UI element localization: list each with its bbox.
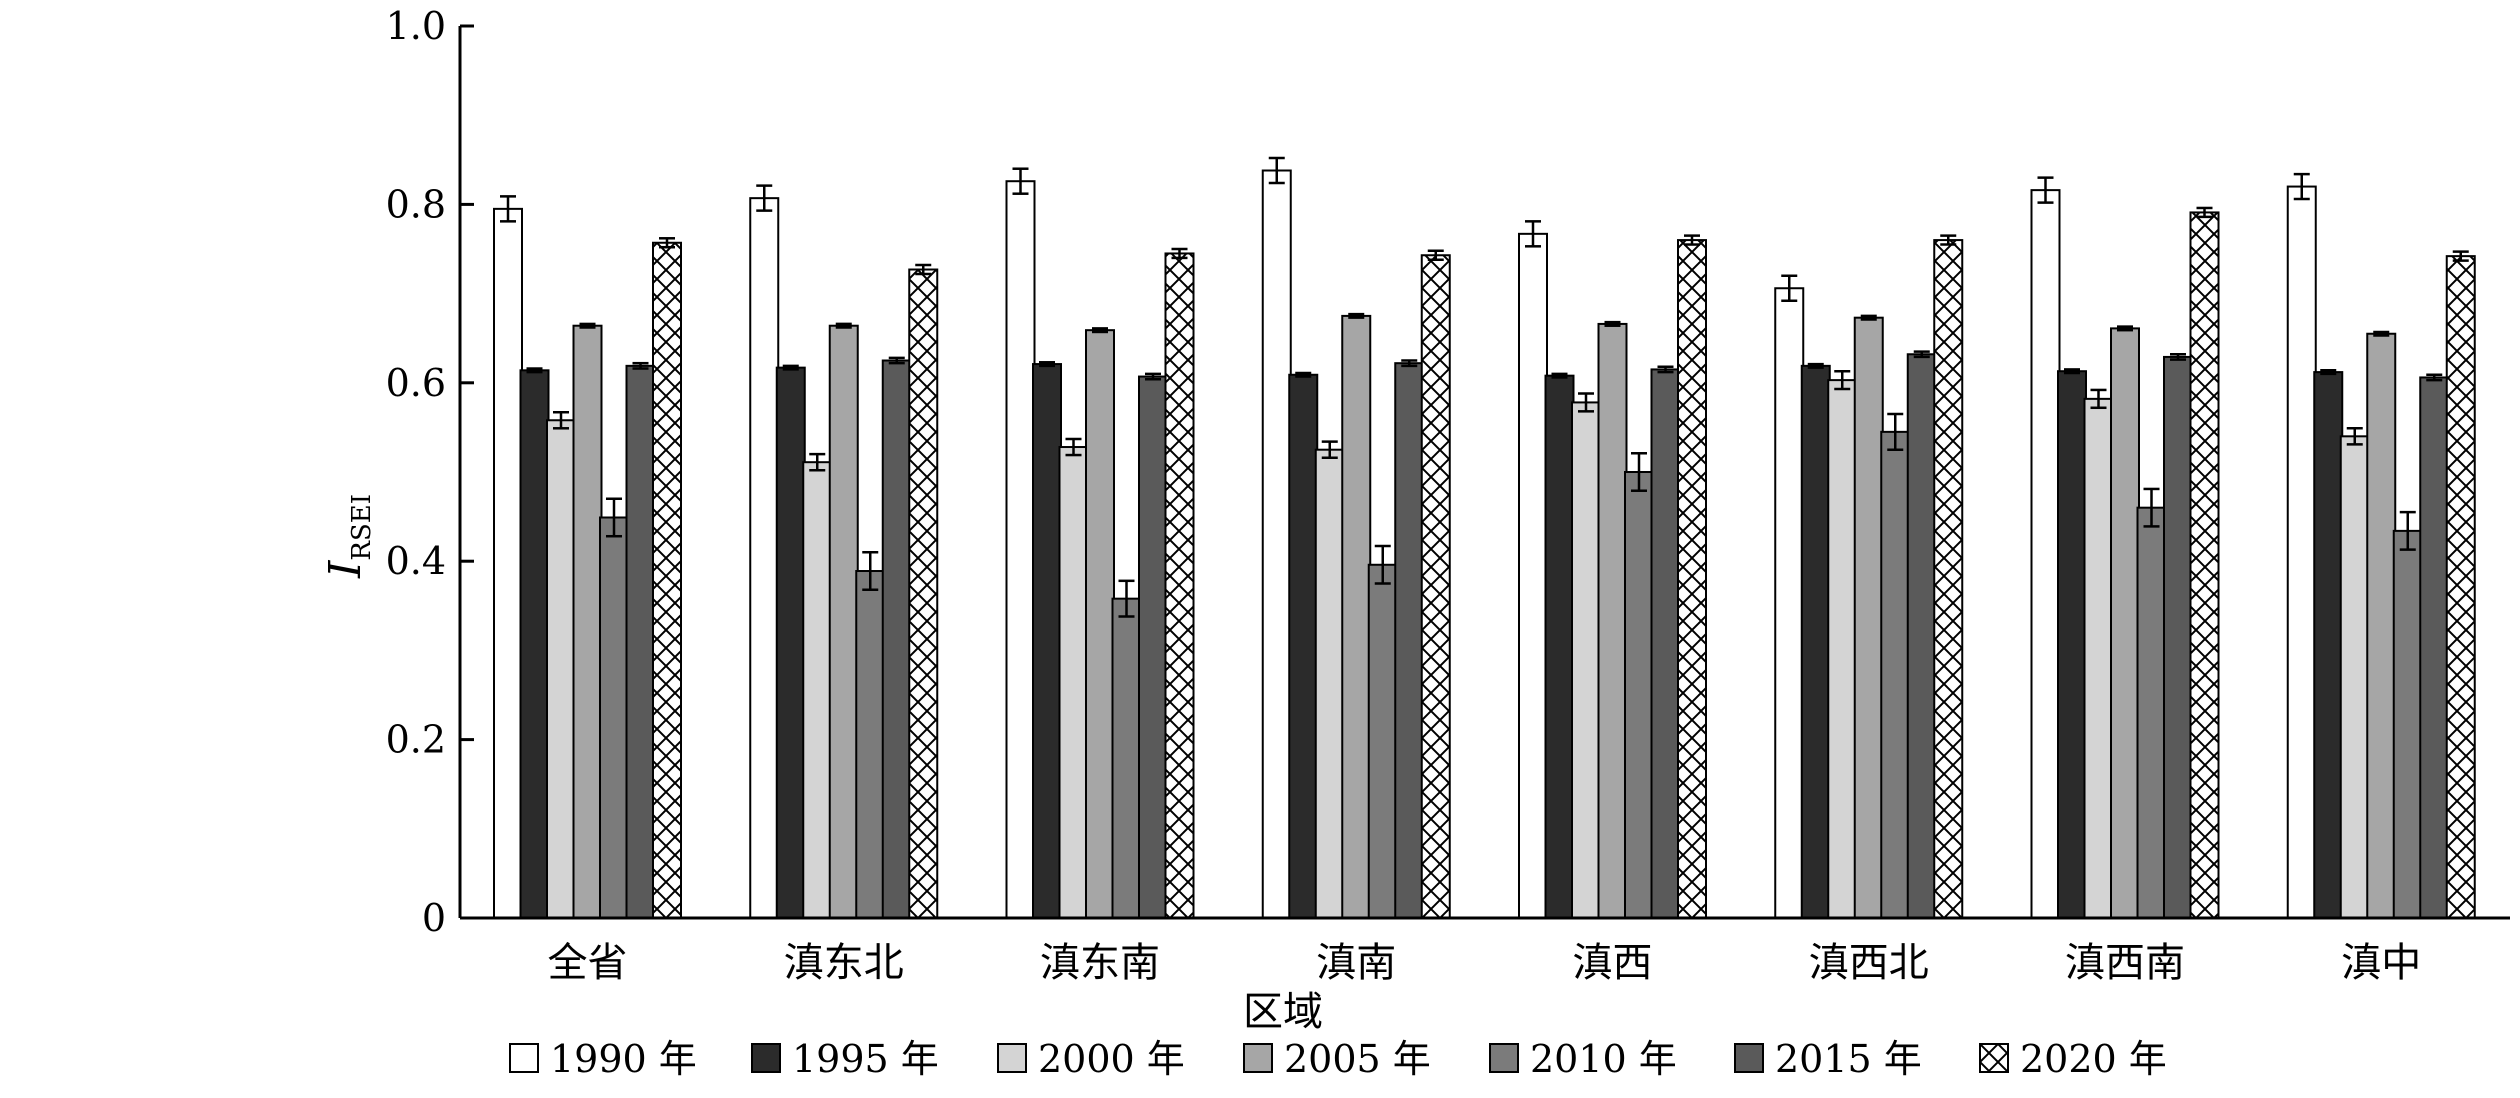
y-tick-label: 0.8 (386, 182, 446, 226)
bar (2286, 185, 2317, 919)
bar (1774, 287, 1805, 919)
x-category-label: 滇东南 (1040, 940, 1160, 986)
bar (1394, 362, 1425, 919)
legend-label: 1990 年 (550, 1037, 697, 1081)
legend-label: 2015 年 (1775, 1037, 1922, 1081)
legend-label: 2020 年 (2020, 1037, 2167, 1081)
bar (546, 419, 576, 919)
bars-group (493, 169, 2476, 920)
legend-swatch (751, 1043, 781, 1073)
bar (1032, 363, 1062, 919)
bar (1518, 232, 1548, 919)
bar (2110, 327, 2140, 919)
x-category-label: 全省 (548, 940, 628, 986)
y-tick-label: 0.2 (386, 718, 446, 762)
error-bars-group (500, 156, 2469, 618)
bar (1827, 379, 1858, 919)
bar (1314, 448, 1345, 919)
legend-swatch (1243, 1043, 1273, 1073)
legend-swatch (1734, 1043, 1764, 1073)
bar (1367, 563, 1398, 919)
bar (1138, 375, 1168, 919)
legend-swatch (509, 1043, 539, 1073)
bar (908, 268, 939, 919)
legend-label: 2010 年 (1530, 1037, 1677, 1081)
bar (2057, 370, 2087, 920)
bar (2083, 397, 2114, 919)
bar (1800, 364, 1831, 919)
bar (519, 369, 550, 919)
x-category-label: 滇西南 (2065, 940, 2185, 986)
bar (625, 364, 656, 919)
bar (2392, 529, 2423, 919)
bar (652, 241, 682, 920)
bar (1906, 353, 1937, 920)
bar (828, 324, 859, 920)
bar (802, 461, 833, 919)
y-tick-label: 1.0 (386, 4, 446, 48)
y-ticks-group: 0 0.2 0.4 0.6 0.8 1.0 (386, 4, 474, 940)
bar (1085, 329, 1115, 919)
x-category-label: 滇东北 (784, 940, 904, 986)
bar (493, 207, 523, 920)
bar (2163, 355, 2193, 919)
x-axis-title: 区域 (1243, 989, 1323, 1035)
bar (775, 366, 806, 919)
bar (2366, 332, 2397, 919)
bar (1650, 368, 1681, 920)
bar (2136, 506, 2167, 919)
bar (1111, 597, 1142, 919)
bar (749, 197, 780, 919)
bar (855, 570, 886, 920)
x-category-label: 滇南 (1316, 940, 1396, 986)
bar (1544, 374, 1575, 919)
y-tick-label: 0.6 (386, 361, 446, 405)
y-axis-title: IRSEI (320, 494, 377, 579)
bar (1005, 180, 1036, 919)
bar (2030, 189, 2061, 920)
bar (572, 324, 603, 920)
legend-swatch (1489, 1043, 1519, 1073)
legend-swatch (997, 1043, 1027, 1073)
bar (1420, 254, 1451, 919)
bar (1597, 322, 1628, 920)
y-axis-title-main: I (320, 559, 371, 579)
bar (1933, 239, 1964, 919)
bar (1164, 252, 1195, 919)
bar (1058, 446, 1089, 919)
bar (1288, 373, 1319, 920)
bar (1677, 239, 1707, 919)
bar (1880, 430, 1911, 919)
bar (2189, 211, 2220, 920)
y-tick-label: 0 (422, 896, 446, 940)
y-axis-title-subscript: RSEI (347, 494, 377, 561)
bar (881, 359, 912, 919)
bar (1624, 471, 1654, 919)
legend-label: 1995 年 (792, 1037, 939, 1081)
x-category-label: 滇西北 (1809, 940, 1929, 986)
x-category-labels: 全省 滇东北 滇东南 滇南 滇西 滇西北 滇西南 滇中 (548, 940, 2422, 986)
bar (1261, 169, 1292, 919)
bar (1571, 401, 1601, 919)
legend: 1990 年 1995 年 2000 年 2005 年 2010 年 2015 年 2020… (509, 1037, 2167, 1081)
x-category-label: 滇西 (1573, 940, 1653, 986)
x-category-label: 滇中 (2341, 940, 2421, 986)
legend-label: 2000 年 (1038, 1037, 1185, 1081)
legend-label: 2005 年 (1284, 1037, 1431, 1081)
y-tick-label: 0.4 (386, 539, 446, 583)
legend-swatch (1979, 1043, 2009, 1073)
bar (1341, 314, 1372, 919)
bar (1853, 316, 1884, 919)
bar (2339, 435, 2370, 919)
bar (2419, 376, 2450, 919)
bar (2445, 255, 2476, 919)
bar (2313, 371, 2344, 919)
bar (599, 516, 629, 919)
